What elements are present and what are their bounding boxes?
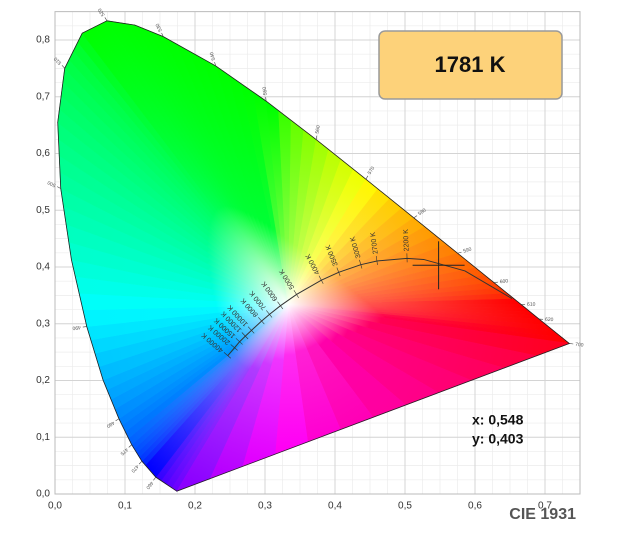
- isotherm-tick: [241, 332, 249, 340]
- wavelength-label: 560: [315, 125, 322, 134]
- x-tick-label: 0,2: [188, 501, 202, 512]
- wavelength-label: 510: [53, 55, 63, 65]
- x-tick-label: 0,4: [328, 501, 342, 512]
- x-tick-label: 0,3: [258, 501, 272, 512]
- wavelength-tick: [115, 418, 120, 422]
- wavelength-label: 490: [72, 324, 81, 331]
- wavelength-tick: [457, 251, 462, 254]
- isotherm-tick: [318, 275, 324, 284]
- wavelength-label: 590: [463, 246, 473, 254]
- temperature-badge: [378, 30, 563, 100]
- isotherm-tick: [375, 255, 378, 265]
- wavelength-tick: [315, 135, 318, 140]
- y-tick-label: 0,4: [36, 262, 50, 273]
- wavelength-tick: [569, 343, 574, 345]
- wavelength-label: 570: [367, 165, 377, 175]
- spectral-locus: [57, 20, 571, 492]
- wavelength-label: 520: [97, 7, 107, 17]
- wavelength-tick: [413, 215, 418, 219]
- isotherm-tick: [293, 290, 299, 299]
- wavelength-label: 600: [500, 278, 509, 285]
- wavelength-label: 470: [129, 463, 139, 473]
- y-tick-label: 0,8: [36, 35, 50, 46]
- wavelength-label: 580: [417, 207, 427, 217]
- wavelength-tick: [138, 460, 143, 465]
- x-readout: x: 0,548: [472, 412, 524, 428]
- wavelength-tick: [153, 476, 157, 481]
- isotherm-tick: [223, 352, 231, 359]
- wavelength-tick: [57, 186, 61, 189]
- x-tick-label: 0,1: [118, 501, 132, 512]
- wavelength-tick: [214, 62, 217, 67]
- isotherm-tick: [230, 344, 238, 351]
- wavelength-tick: [61, 65, 65, 69]
- wavelength-label: 700: [575, 342, 584, 349]
- plot-frame: [54, 11, 581, 495]
- x-tick-label: 0,0: [48, 501, 62, 512]
- x-tick-label: 0,6: [468, 501, 482, 512]
- y-tick-label: 0,6: [36, 148, 50, 159]
- point-marker: [412, 241, 465, 290]
- isotherm-tick: [258, 317, 265, 325]
- cct-label: 2700 K: [370, 231, 380, 254]
- wavelength-label: 480: [105, 419, 115, 429]
- y-tick-label: 0,2: [36, 375, 50, 386]
- y-tick-label: 0,5: [36, 205, 50, 216]
- isotherm-tick: [235, 338, 243, 345]
- wavelength-label: 460: [144, 480, 154, 490]
- y-tick-label: 0,3: [36, 318, 50, 329]
- wavelength-label: 540: [209, 51, 217, 61]
- y-tick-label: 0,0: [36, 489, 50, 500]
- isotherm-tick: [336, 267, 341, 277]
- cct-label: 2200 K: [403, 229, 411, 252]
- wavelength-tick: [161, 32, 164, 37]
- footer: CIE 1931: [509, 506, 576, 523]
- x-tick-label: 0,7: [538, 501, 552, 512]
- wavelength-label: 530: [155, 22, 164, 32]
- wavelength-label: 610: [527, 302, 536, 308]
- y-tick-label: 0,7: [36, 91, 50, 102]
- wavelength-tick: [128, 444, 132, 448]
- y-readout: y: 0,403: [472, 431, 524, 447]
- wavelength-label: 500: [47, 179, 57, 188]
- isotherm-tick: [266, 310, 273, 318]
- wavelength-label: 475: [119, 446, 129, 456]
- wavelength-label: 550: [262, 86, 269, 95]
- chart-title: 1781 K: [435, 52, 506, 77]
- y-tick-label: 0,1: [36, 432, 50, 443]
- isotherm-tick: [277, 301, 284, 310]
- wavelength-tick: [104, 17, 108, 21]
- isotherm-tick: [359, 259, 363, 269]
- wavelength-tick: [365, 175, 369, 180]
- wavelength-label: 620: [545, 317, 554, 323]
- isotherm-tick: [247, 326, 255, 334]
- x-tick-label: 0,5: [398, 501, 412, 512]
